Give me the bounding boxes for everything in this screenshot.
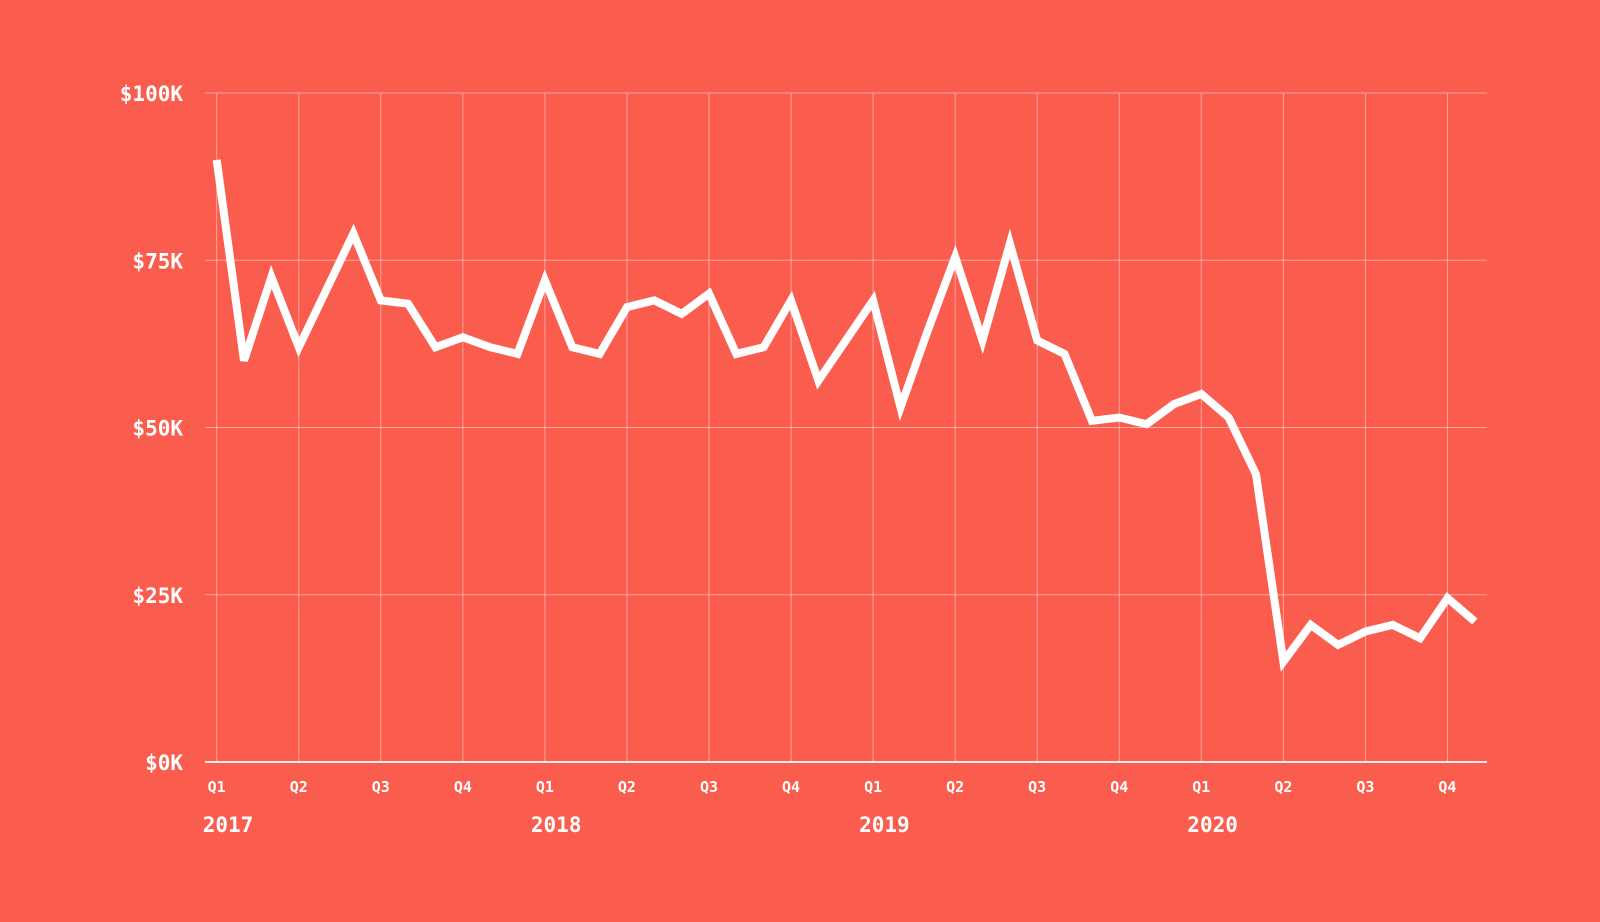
y-axis-tick-label: $100K xyxy=(120,82,184,106)
y-axis-tick-label: $25K xyxy=(132,584,183,608)
x-axis-quarter-label: Q3 xyxy=(372,778,390,796)
x-axis-quarter-label: Q1 xyxy=(1192,778,1210,796)
x-axis-quarter-label: Q1 xyxy=(208,778,226,796)
x-axis-year-label: 2019 xyxy=(859,813,910,837)
x-axis-quarter-label: Q2 xyxy=(618,778,636,796)
x-axis-quarter-label: Q2 xyxy=(946,778,964,796)
x-axis-year-label: 2020 xyxy=(1187,813,1238,837)
y-axis-tick-label: $50K xyxy=(132,417,183,441)
x-axis-quarter-label: Q4 xyxy=(1110,778,1128,796)
y-axis-tick-label: $75K xyxy=(132,249,183,273)
x-axis-quarter-label: Q4 xyxy=(454,778,472,796)
x-axis-year-label: 2018 xyxy=(531,813,582,837)
x-axis-quarter-label: Q4 xyxy=(1438,778,1456,796)
x-axis-quarter-label: Q4 xyxy=(782,778,800,796)
x-axis-quarter-label: Q2 xyxy=(1274,778,1292,796)
x-axis-quarter-label: Q2 xyxy=(290,778,308,796)
x-axis-quarter-label: Q3 xyxy=(700,778,718,796)
x-axis-quarter-label: Q1 xyxy=(864,778,882,796)
x-axis-quarter-label: Q3 xyxy=(1356,778,1374,796)
x-axis-quarter-label: Q3 xyxy=(1028,778,1046,796)
x-axis-year-label: 2017 xyxy=(203,813,254,837)
x-axis-quarter-label: Q1 xyxy=(536,778,554,796)
revenue-line xyxy=(212,159,1478,672)
y-axis-tick-label: $0K xyxy=(145,751,183,775)
